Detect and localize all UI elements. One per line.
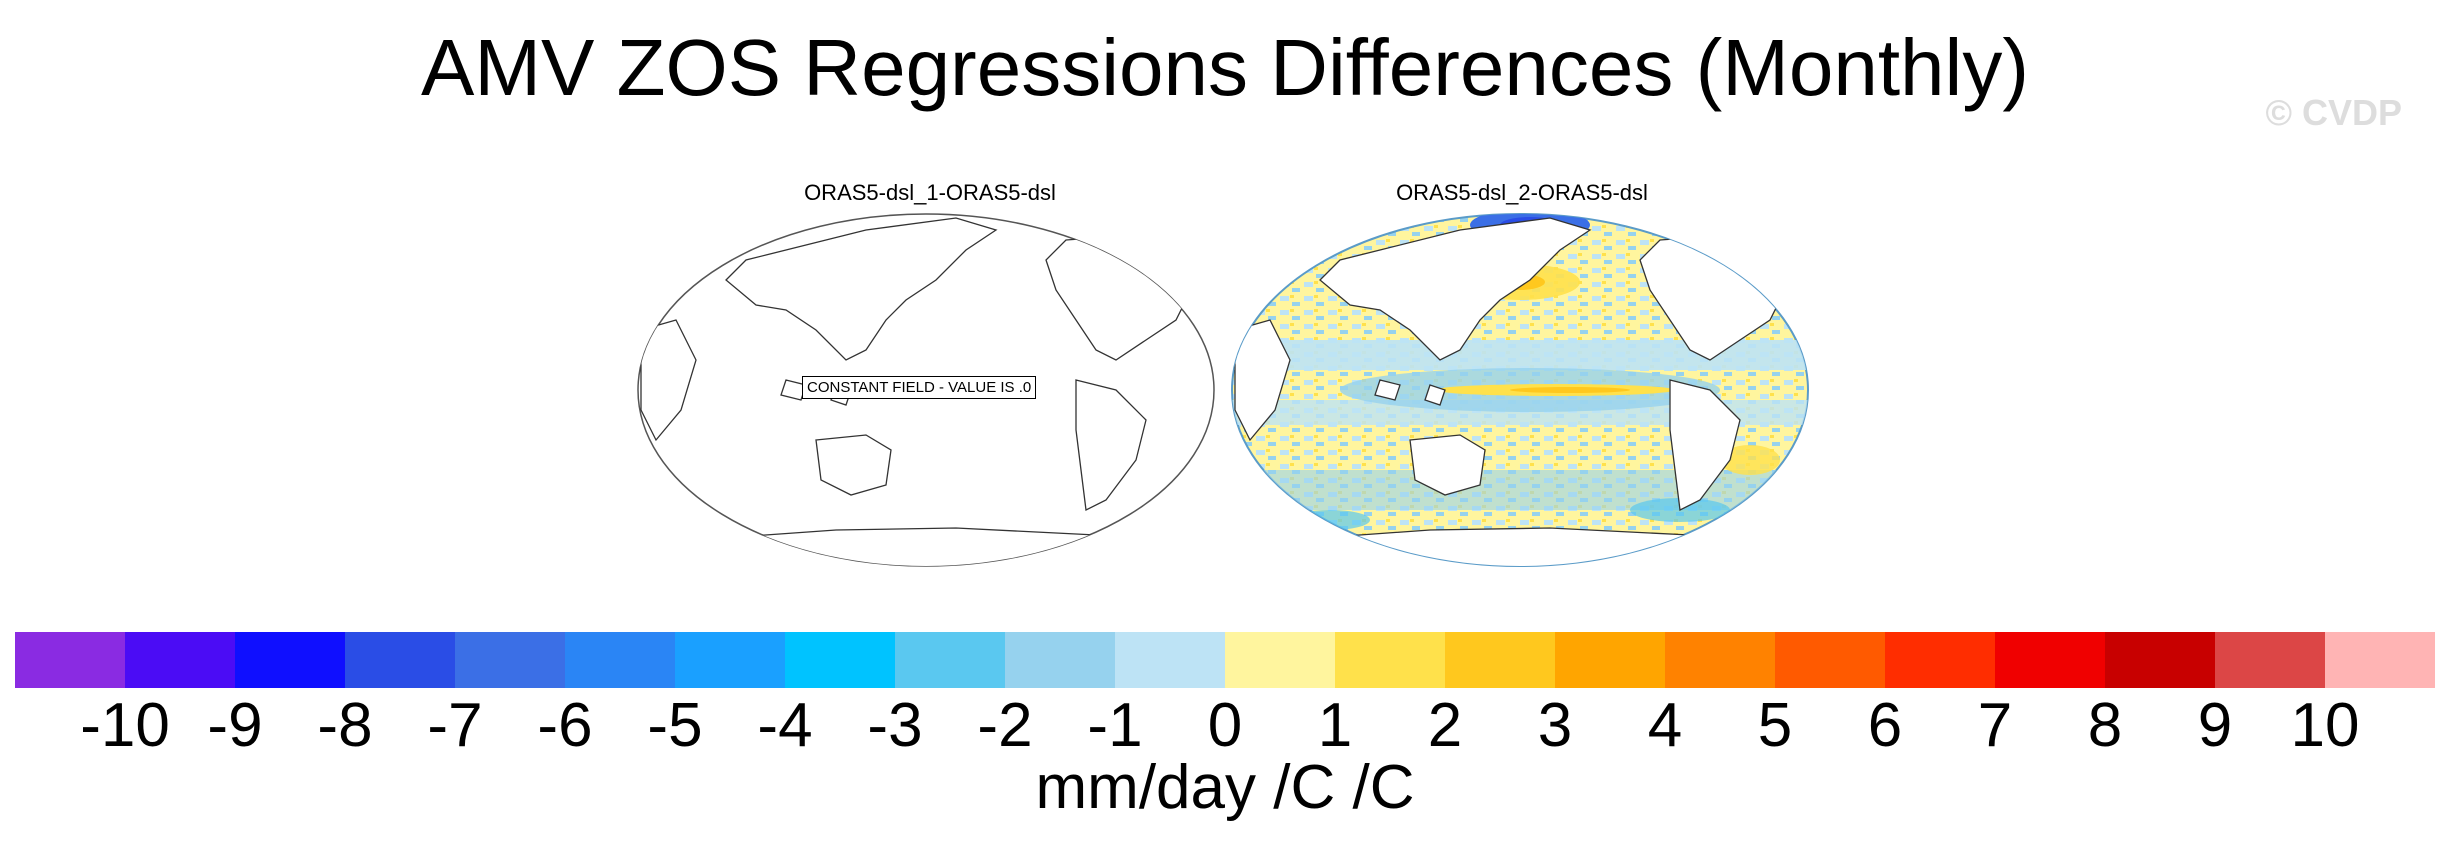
- colorbar-tick-label: 10: [2290, 691, 2360, 760]
- colorbar-tick-label: -8: [317, 691, 373, 760]
- colorbar-tick-label: -1: [1087, 691, 1143, 760]
- panel-2-title: ORAS5-dsl_2-ORAS5-dsl: [1396, 180, 1648, 205]
- colorbar-box-5: [565, 632, 676, 688]
- colorbar-box-6: [675, 632, 786, 688]
- colorbar-box-0: [15, 632, 126, 688]
- colorbar-tick-label: 0: [1207, 691, 1243, 760]
- colorbar-tick-label: 3: [1537, 691, 1573, 760]
- map-panel-2: [1231, 213, 1809, 567]
- colorbar-box-21: [2325, 632, 2435, 688]
- colorbar-tick-label: -7: [427, 691, 483, 760]
- colorbar-box-3: [345, 632, 456, 688]
- colorbar-box-17: [1885, 632, 1996, 688]
- colorbar-tick-label: -2: [977, 691, 1033, 760]
- colorbar-box-7: [785, 632, 896, 688]
- colorbar-tick-label: -5: [647, 691, 703, 760]
- colorbar-tick-label: 6: [1867, 691, 1903, 760]
- colorbar: [15, 632, 2435, 688]
- panel-1-title: ORAS5-dsl_1-ORAS5-dsl: [804, 180, 1056, 205]
- colorbar-units: mm/day /C /C: [1035, 753, 1415, 822]
- figure-title: AMV ZOS Regressions Differences (Monthly…: [421, 23, 2029, 112]
- colorbar-box-4: [455, 632, 566, 688]
- colorbar-tick-label: 4: [1647, 691, 1683, 760]
- colorbar-box-11: [1225, 632, 1336, 688]
- colorbar-tick-label: 8: [2087, 691, 2123, 760]
- colorbar-tick-label: 2: [1427, 691, 1463, 760]
- cvdp-watermark: © CVDP: [2265, 92, 2402, 133]
- colorbar-box-12: [1335, 632, 1446, 688]
- colorbar-tick-label: 1: [1317, 691, 1353, 760]
- constant-field-note: CONSTANT FIELD - VALUE IS .0: [802, 376, 1037, 399]
- colorbar-tick-label: 9: [2197, 691, 2233, 760]
- colorbar-tick-label: -6: [537, 691, 593, 760]
- colorbar-tick-label: -4: [757, 691, 813, 760]
- colorbar-box-20: [2215, 632, 2326, 688]
- colorbar-tick-label: -10: [80, 691, 170, 760]
- colorbar-box-16: [1775, 632, 1886, 688]
- colorbar-box-14: [1555, 632, 1666, 688]
- colorbar-box-9: [1005, 632, 1116, 688]
- colorbar-tick-label: -3: [867, 691, 923, 760]
- colorbar-tick-label: -9: [207, 691, 263, 760]
- colorbar-box-1: [125, 632, 236, 688]
- colorbar-box-10: [1115, 632, 1226, 688]
- colorbar-box-8: [895, 632, 1006, 688]
- colorbar-box-15: [1665, 632, 1776, 688]
- colorbar-box-19: [2105, 632, 2216, 688]
- colorbar-box-2: [235, 632, 346, 688]
- colorbar-tick-label: 5: [1757, 691, 1793, 760]
- colorbar-box-18: [1995, 632, 2106, 688]
- colorbar-tick-label: 7: [1977, 691, 2013, 760]
- colorbar-box-13: [1445, 632, 1556, 688]
